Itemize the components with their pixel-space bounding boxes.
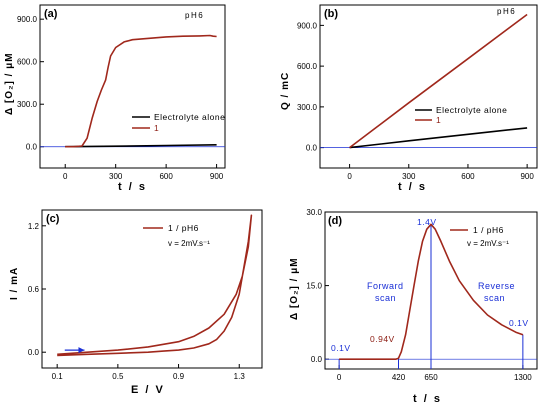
- panel-c-plot: [57, 214, 253, 357]
- panel-b-xlabel: t / s: [398, 181, 427, 193]
- panel-a-xtick-label: 0: [63, 172, 68, 181]
- panel-b-ytick-label: 300.0: [297, 103, 318, 112]
- panel-c-legend-label: 1 / pH6: [168, 223, 199, 233]
- panel-d-series-0: [339, 223, 524, 361]
- panel-d-xtick-label: 0: [337, 373, 342, 382]
- panel-d-legend-label: 1 / pH6: [473, 225, 504, 235]
- panel-b-ytick-label: 0.0: [306, 144, 318, 153]
- panel-b-legend: Electrolyte alone 1: [415, 105, 507, 125]
- panel-c-frame: [41, 209, 263, 369]
- panel-b-xtick-label: 300: [402, 172, 416, 181]
- panel-c-ytick-label: 1.2: [28, 222, 40, 231]
- panel-c-ytick-label: 0.6: [28, 285, 40, 294]
- panel-a-legend-label-1: 1: [154, 123, 159, 133]
- panel-c-ytick-label: 0.0: [28, 348, 40, 357]
- annotation-forward-line2: scan: [375, 293, 396, 303]
- panel-b-frame: [319, 4, 538, 169]
- panel-b: (b) pH6 Q / mC t / s 0 300 600 900 0.0 300.0 6…: [280, 4, 538, 193]
- annotation-reverse-line1: Reverse: [478, 281, 515, 291]
- panel-b-plot: [320, 13, 537, 149]
- panel-c-xtick-label: 0.1: [52, 372, 64, 381]
- panel-c-xtick-label: 1.3: [234, 372, 246, 381]
- panel-c-xlabel: E / V: [131, 384, 165, 396]
- panel-d-annotations: 0.1V 0.94V 1.4V 0.1V Forward scan Revers…: [331, 217, 529, 353]
- panel-a-series-1: [65, 34, 217, 148]
- panel-d-letter: (d): [328, 215, 342, 227]
- panel-b-xtick-label: 900: [520, 172, 534, 181]
- panel-a-plot: [40, 34, 225, 148]
- panel-b-ytick-label: 600.0: [297, 62, 318, 71]
- panel-c-axis-ticks: 0.1 0.5 0.9 1.3 0.0 0.6 1.2: [28, 222, 245, 381]
- panel-a-xlabel: t / s: [118, 181, 147, 193]
- panel-d-ytick-label: 0.0: [311, 355, 323, 364]
- panel-a-series-0: [65, 144, 217, 148]
- panel-a-letter: (a): [44, 8, 58, 20]
- panel-c: (c) 1 / pH6 v = 2mV.s⁻¹ I / mA E / V 0.1…: [9, 209, 263, 396]
- panel-b-legend-label-0: Electrolyte alone: [436, 105, 507, 115]
- panel-d-ylabel: Δ [O₂] / μM: [289, 257, 300, 320]
- panel-a-ytick-label: 300.0: [17, 100, 38, 109]
- panel-b-tag: pH6: [497, 7, 516, 16]
- panel-c-rate: v = 2mV.s⁻¹: [168, 239, 210, 248]
- panel-d-ytick-label: 30.0: [306, 208, 322, 217]
- panel-b-xtick-label: 600: [461, 172, 475, 181]
- panel-b-legend-label-1: 1: [436, 115, 441, 125]
- annotation-start-potential: 0.1V: [331, 343, 351, 353]
- panel-d-xtick-label: 420: [392, 373, 406, 382]
- panel-b-ylabel: Q / mC: [280, 72, 291, 110]
- annotation-onset-potential: 0.94V: [370, 334, 395, 344]
- panel-a-axis-ticks: 0 300 600 900 0.0 300.0 600.0 900.0: [17, 15, 224, 181]
- panel-a-ytick-label: 600.0: [17, 58, 38, 67]
- panel-a-legend-label-0: Electrolyte alone: [154, 112, 225, 122]
- panel-a-ytick-label: 900.0: [17, 15, 38, 24]
- panel-a-tag: pH6: [185, 11, 204, 20]
- panel-a-xtick-label: 600: [159, 172, 173, 181]
- panel-a-frame: [39, 4, 226, 169]
- panel-b-axis-ticks: 0 300 600 900 0.0 300.0 600.0 900.0: [297, 21, 534, 181]
- panel-a-xtick-label: 900: [210, 172, 224, 181]
- panel-c-series-0: [57, 214, 253, 357]
- panel-a-xtick-label: 300: [109, 172, 123, 181]
- panel-d-xtick-label: 650: [424, 373, 438, 382]
- panel-b-series-0: [349, 127, 528, 149]
- panel-c-xtick-label: 0.9: [173, 372, 185, 381]
- panel-d-ytick-label: 15.0: [306, 282, 322, 291]
- panel-d-xlabel: t / s: [413, 393, 442, 405]
- panel-b-ytick-label: 900.0: [297, 21, 318, 30]
- panel-a-ylabel: Δ [O₂] / μM: [4, 52, 15, 115]
- panel-a-ytick-label: 0.0: [26, 143, 38, 152]
- panel-d-rate: v = 2mV.s⁻¹: [467, 239, 509, 248]
- panel-d-plot: [325, 223, 537, 369]
- annotation-end-potential: 0.1V: [509, 318, 529, 328]
- panel-c-letter: (c): [46, 213, 60, 225]
- panel-a-legend: Electrolyte alone 1: [132, 112, 225, 133]
- panel-b-xtick-label: 0: [347, 172, 352, 181]
- panel-b-letter: (b): [324, 8, 338, 20]
- annotation-peak-potential: 1.4V: [417, 217, 437, 227]
- panel-c-ylabel: I / mA: [9, 267, 20, 300]
- panel-a: (a) pH6 Δ [O₂] / μM t / s 0 300 600 900 0.0 3…: [4, 4, 226, 193]
- panel-c-scan-arrow-head: [78, 347, 85, 354]
- annotation-reverse-line2: scan: [484, 293, 505, 303]
- panel-b-series-1: [349, 13, 528, 149]
- panel-d-xtick-label: 1300: [514, 373, 532, 382]
- panel-c-xtick-label: 0.5: [112, 372, 124, 381]
- panel-d: (d) 1 / pH6 v = 2mV.s⁻¹ Δ [O₂] / μM t / …: [289, 208, 538, 405]
- annotation-forward-line1: Forward: [367, 281, 404, 291]
